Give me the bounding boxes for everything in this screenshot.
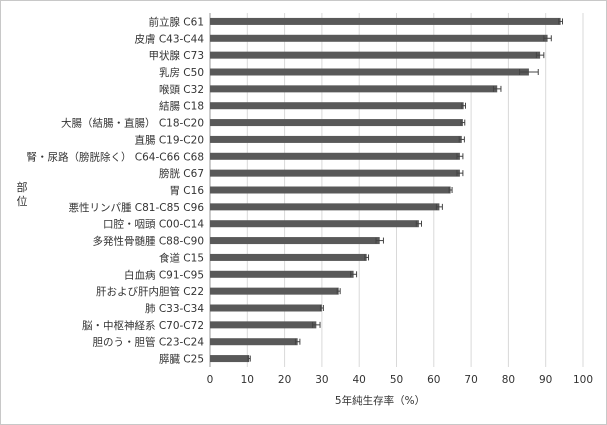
bar [210,34,548,42]
category-label: 皮膚 C43-C44 [134,32,204,45]
category-label: 前立腺 C61 [148,15,204,28]
error-bar [458,136,465,143]
bar [210,119,463,127]
category-label: 甲状腺 C73 [148,49,204,62]
bar [210,321,317,329]
error-bars [247,18,563,362]
x-axis-title: 5年純生存率（%） [335,394,425,407]
category-label: 胆のう・胆管 C23-C24 [92,336,204,349]
bar [210,169,460,177]
category-label: 白血病 C91-C95 [124,268,204,281]
error-bar [350,271,358,278]
bar [210,68,529,76]
x-tick-label: 0 [207,374,214,386]
error-bar [336,288,341,295]
category-label: 肺 C33-C34 [145,303,204,315]
bar [210,51,541,59]
category-label: 脳・中枢神経系 C70-C72 [82,319,204,332]
x-tick-label: 90 [539,374,552,386]
error-bar [312,321,321,328]
error-bar [319,305,324,311]
category-label: 食道 C15 [159,251,204,264]
category-label: 胃 C16 [169,185,204,197]
error-bar [535,52,545,59]
error-bar [519,69,539,75]
x-tick-labels: 0 10 20 30 40 50 60 70 80 90 100 [207,374,593,386]
error-bar [456,170,464,177]
bar [210,287,339,295]
category-label: 乳房 C50 [159,66,204,79]
error-bar [364,254,370,261]
y-axis-title-char: 位 [17,194,28,208]
error-bar [558,18,563,25]
bar [210,203,440,211]
error-bar [456,153,464,160]
bar [210,152,460,160]
category-label: 直腸 C19-C20 [134,133,204,146]
category-label: 膵臓 C25 [159,354,204,366]
error-bar [415,220,422,227]
category-label: 悪性リンパ腫 C81-C85 C96 [68,201,204,214]
x-tick-label: 80 [502,374,515,386]
x-tick-label: 30 [315,374,328,386]
x-tick-label: 70 [464,374,477,386]
category-label: 大腸（結腸・直腸） C18-C20 [61,117,204,130]
category-label: 口腔・咽頭 C00-C14 [103,218,204,231]
error-bar [375,237,384,244]
bar [210,186,451,194]
category-label: 膀胱 C67 [159,167,204,180]
x-tick-label: 100 [573,374,593,386]
category-label: 肝および肝内胆管 C22 [96,285,204,298]
y-axis-title: 部位 [17,180,28,208]
bar [210,338,298,346]
error-bar [461,102,467,109]
error-bar [435,203,443,210]
bar [210,253,367,261]
x-tick-label: 50 [390,374,403,386]
bar [210,270,354,278]
bar [210,237,380,245]
x-tick-label: 20 [278,374,291,386]
bar [210,85,498,93]
category-label: 腎・尿路（膀胱除く） C64-C66 C68 [26,150,204,163]
error-bar [294,338,301,345]
bar [210,135,462,143]
category-label: 結腸 C18 [159,100,204,113]
category-label: 多発性骨髄腫 C88-C90 [92,235,204,248]
y-axis-title-char: 部 [17,180,28,194]
error-bar [492,85,502,92]
bar [210,304,322,312]
bar [210,355,250,363]
bar [210,102,464,110]
x-tick-label: 40 [353,374,366,386]
category-labels: 前立腺 C61 皮膚 C43-C44 甲状腺 C73 乳房 C50 喉頭 C32 結腸 C… [26,15,204,365]
x-tick-label: 10 [241,374,254,386]
error-bar [448,187,453,193]
error-bar [247,355,251,362]
error-bar [543,35,552,42]
error-bar [460,119,466,126]
bars [210,17,561,363]
x-tick-label: 60 [427,374,440,386]
category-label: 喉頭 C32 [159,84,204,96]
bar [210,220,419,228]
bar [210,17,561,25]
